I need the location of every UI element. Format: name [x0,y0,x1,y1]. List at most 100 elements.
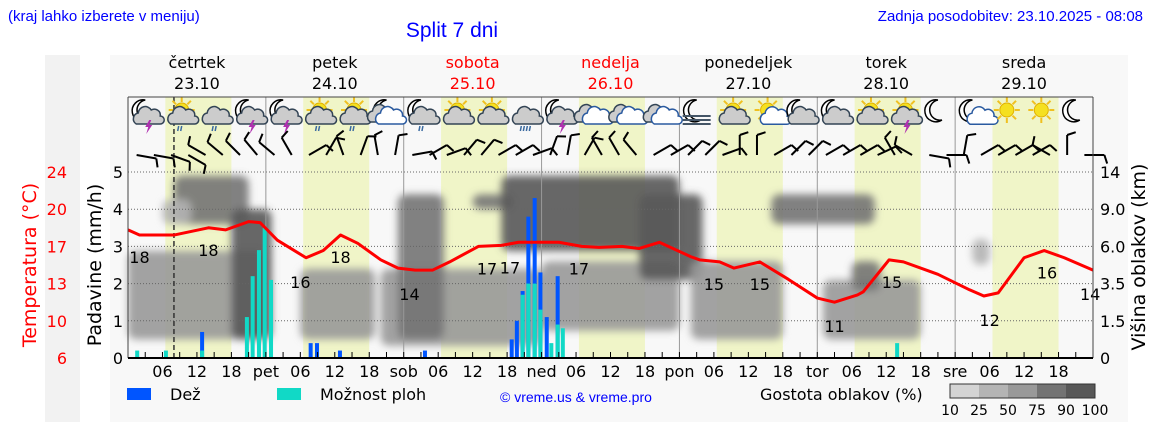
day-name: nedelja [581,53,640,72]
wind-barb-feather [1049,144,1058,152]
copyright-link[interactable]: © vreme.us & vreme.pro [500,389,652,405]
day-date: 25.10 [450,74,496,93]
sun-ray [358,100,364,106]
cloud-icon [890,105,924,125]
night-clear-icon [924,99,943,123]
wind-barb-shaft [877,145,897,156]
location-hint-link[interactable]: (kraj lahko izberete v meniju) [8,8,200,25]
wind-barb-feather [464,147,472,156]
night-cloud-light-rain-icon [407,99,441,132]
sun-ray [309,100,315,106]
cloud-height-tick-label: 3.5 [1100,275,1125,294]
x-tick-label: 06 [566,362,586,381]
day-name: četrtek [168,53,226,72]
density-level-label: 25 [970,403,988,419]
temperature-label: 12 [979,311,999,330]
wind-barb-shaft [894,144,913,156]
temperature-label: 14 [399,285,419,304]
legend-showers-label: Možnost ploh [320,385,426,404]
wind-barb [373,130,383,156]
wind-barb [153,154,176,168]
cloud-region [823,279,921,340]
sun-cloud-icon [718,97,751,125]
wind-barb [790,139,815,156]
wind-barb-shaft [187,154,207,166]
precip-tick-label: 0 [113,349,123,368]
sun-ray [344,100,350,106]
overcast-icon [642,103,683,125]
wind-barb-shaft [997,144,1017,156]
x-tick-label: 12 [325,362,345,381]
wind-barb-shaft [136,154,157,160]
wind-barb-feather [1066,131,1077,136]
day-date: 29.10 [1001,74,1047,93]
temp-axis-title: Temperatura (°C) [19,183,41,348]
wind-barb [136,154,159,168]
rain-drop-icon [317,125,321,132]
wind-barb-feather [206,133,212,143]
wind-barb-shaft [722,147,742,156]
sun-ray [996,100,1002,106]
legend-showers-swatch [277,388,301,400]
night-cloud-icon [820,99,855,125]
sun-cloud-light-rain-icon [167,97,200,132]
sun-ray [1046,100,1052,106]
showers-bar [895,343,900,358]
wind-barb-feather [701,139,711,146]
wind-barb-feather [608,130,616,139]
wind-barb-shaft [308,144,327,156]
wind-barb [997,144,1023,156]
wind-barb-shaft [515,144,534,156]
wind-barb [549,135,567,156]
rain-bar [200,331,205,358]
rain-bar [337,350,342,358]
night-clear-icon [1061,99,1081,123]
lightning-icon [283,120,291,134]
lightning-icon [248,120,256,134]
wind-barb-shaft [980,144,999,156]
wind-barb-feather [515,144,524,152]
rain-bar [555,276,560,358]
precip-tick-label: 1 [113,312,123,331]
wind-barb [566,133,580,156]
sun-ray [996,114,1002,120]
wind-barb [962,133,977,156]
daylight-band [992,97,1059,358]
sun-ray [1011,114,1017,120]
density-swatch [1008,384,1037,398]
wind-barb-feather [398,133,408,137]
wind-barb-feather [258,133,264,143]
sun-icon [1033,102,1049,118]
showers-bar [538,309,543,358]
sun-cloud-thunder-icon [890,97,924,134]
x-tick-label: 18 [497,362,517,381]
cloud-region [397,194,444,340]
wind-barb-feather [155,158,159,168]
wind-barb-shaft [704,140,721,156]
temp-tick-label: 24 [47,163,67,182]
x-tick-label: 12 [462,362,482,381]
wind-barb [738,131,749,155]
wind-barb [883,130,896,156]
density-level-label: 100 [1082,403,1109,419]
wind-barb [946,154,971,164]
wind-barb [653,144,679,156]
weather-icons [131,97,1081,134]
cloud-icon [511,105,545,125]
wind-barb-feather [739,131,749,136]
cloud-icon [408,105,441,125]
x-tick-label: tor [806,362,829,381]
density-swatch [1037,384,1066,398]
wind-barb-shaft [622,139,638,156]
wind-barb-feather [1103,154,1109,164]
wind-barb [394,133,408,156]
day-name: petek [312,53,358,72]
lightning-icon [145,120,153,134]
night-cloud-thunder-icon [545,99,579,134]
rain-drop-icon [352,125,355,132]
rain-bar [532,198,537,358]
showers-bar [244,317,249,358]
temp-tick-label: 6 [57,349,67,368]
wind-barb [622,131,638,156]
x-tick-label: pet [253,362,279,381]
